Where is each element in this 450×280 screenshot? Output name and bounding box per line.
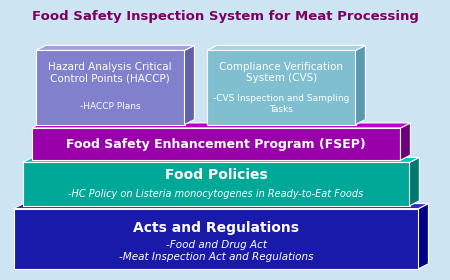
Polygon shape bbox=[418, 204, 428, 269]
Polygon shape bbox=[36, 45, 194, 50]
Polygon shape bbox=[410, 157, 419, 206]
Polygon shape bbox=[14, 204, 428, 209]
Polygon shape bbox=[400, 123, 410, 160]
Polygon shape bbox=[22, 157, 419, 162]
Text: Food Policies: Food Policies bbox=[165, 169, 267, 183]
Polygon shape bbox=[207, 45, 365, 50]
Polygon shape bbox=[184, 45, 194, 125]
Text: Hazard Analysis Critical
Control Points (HACCP): Hazard Analysis Critical Control Points … bbox=[49, 62, 172, 83]
Polygon shape bbox=[356, 45, 365, 125]
Text: -Food and Drug Act
-Meat Inspection Act and Regulations: -Food and Drug Act -Meat Inspection Act … bbox=[119, 240, 313, 262]
Text: Acts and Regulations: Acts and Regulations bbox=[133, 221, 299, 235]
Polygon shape bbox=[207, 50, 356, 125]
Polygon shape bbox=[14, 209, 418, 269]
Text: -CVS Inspection and Sampling
Tasks: -CVS Inspection and Sampling Tasks bbox=[213, 94, 350, 113]
Text: Food Safety Enhancement Program (FSEP): Food Safety Enhancement Program (FSEP) bbox=[66, 137, 366, 151]
Polygon shape bbox=[22, 162, 410, 206]
Text: Food Safety Inspection System for Meat Processing: Food Safety Inspection System for Meat P… bbox=[32, 10, 419, 23]
Polygon shape bbox=[36, 50, 184, 125]
Text: Compliance Verification
System (CVS): Compliance Verification System (CVS) bbox=[219, 62, 343, 83]
Polygon shape bbox=[32, 123, 410, 128]
Text: -HACCP Plans: -HACCP Plans bbox=[80, 102, 140, 111]
Polygon shape bbox=[32, 128, 400, 160]
Text: -HC Policy on Listeria monocytogenes in Ready-to-Eat Foods: -HC Policy on Listeria monocytogenes in … bbox=[68, 189, 364, 199]
